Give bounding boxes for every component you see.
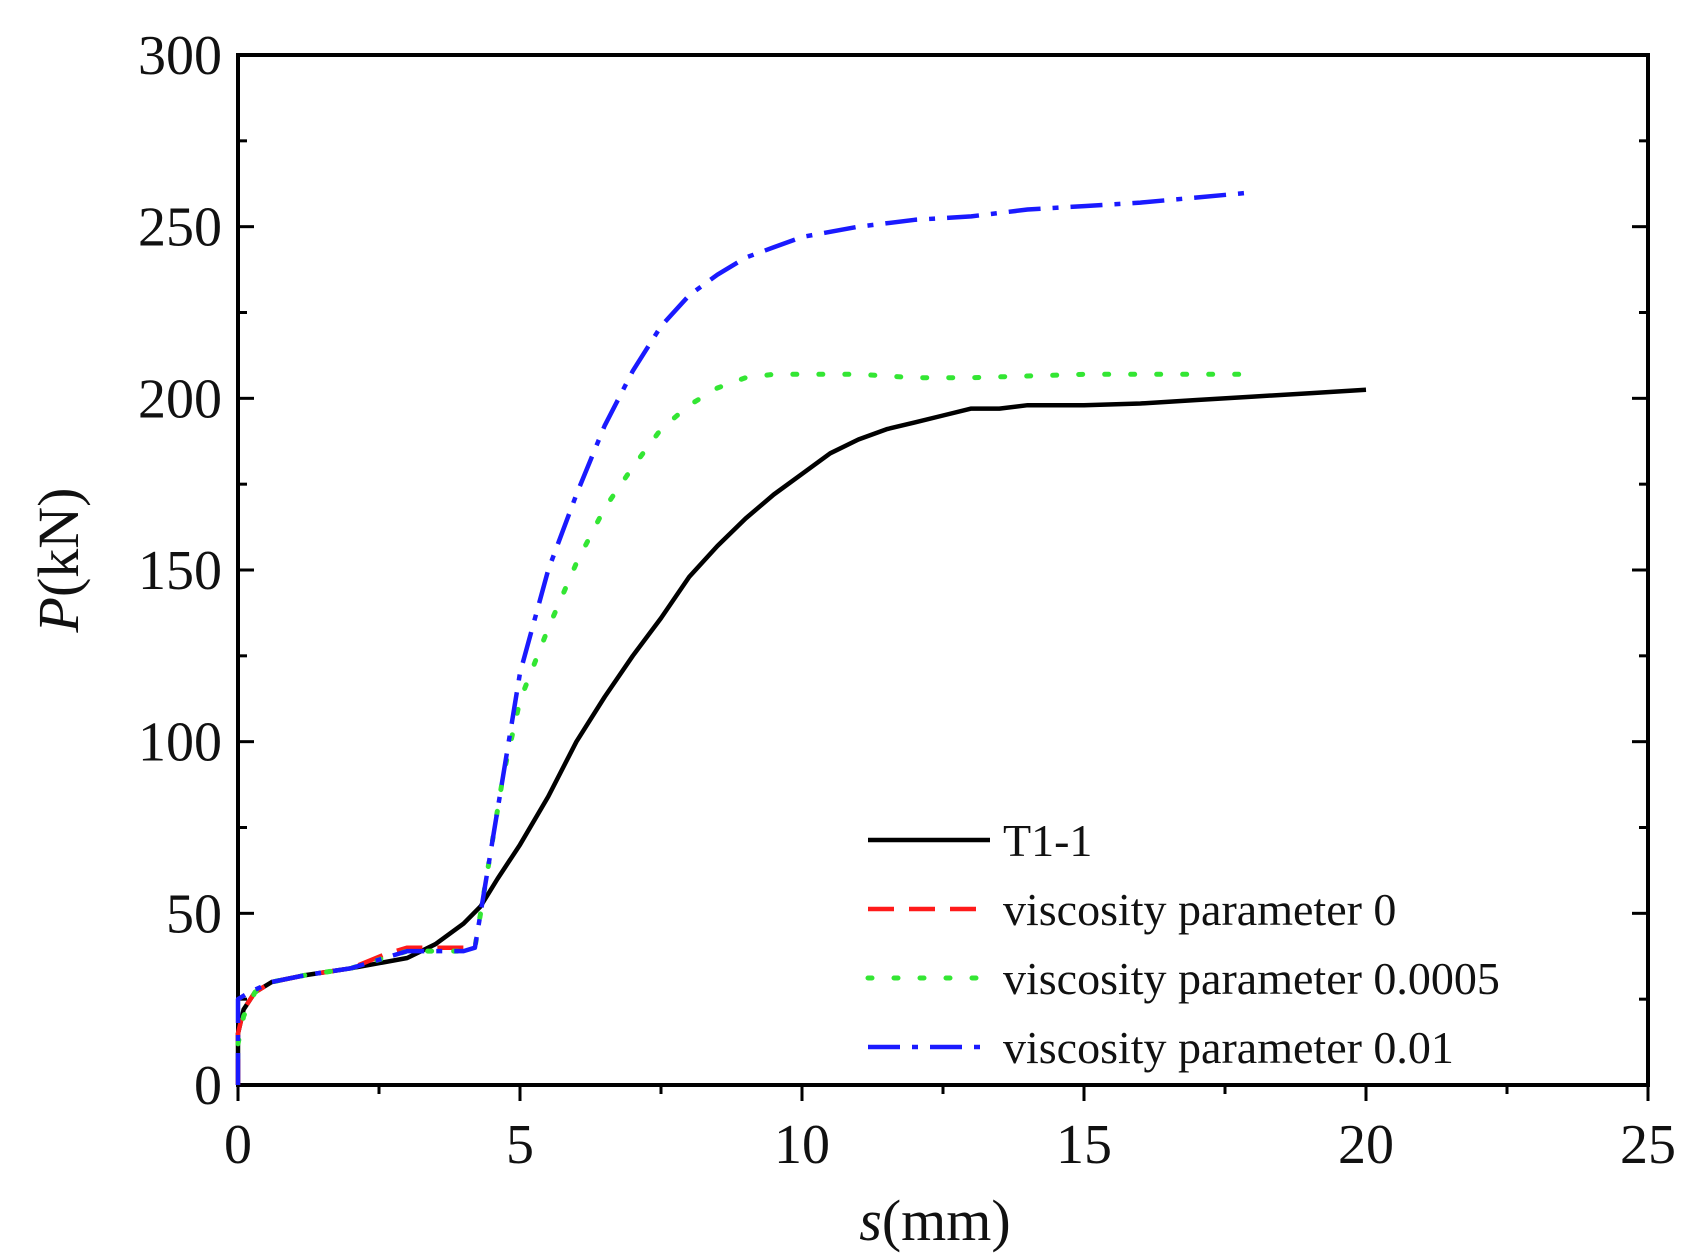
- y-axis-unit: (kN): [26, 488, 91, 598]
- legend-label-1: viscosity parameter 0: [1003, 884, 1396, 935]
- series-line-2: [235, 371, 1256, 1047]
- y-tick-label: 150: [138, 540, 222, 602]
- y-tick-label: 300: [138, 25, 222, 87]
- legend-label-3: viscosity parameter 0.01: [1003, 1022, 1454, 1073]
- legend-label-2: viscosity parameter 0.0005: [1003, 953, 1500, 1004]
- x-tick-label: 25: [1620, 1114, 1676, 1176]
- legend-label-0: T1-1: [1003, 815, 1092, 866]
- legend: T1-1 viscosity parameter 0 viscosity param…: [865, 815, 1500, 1073]
- y-axis: 0 50 100 150 200 250 300: [138, 25, 1648, 1117]
- y-tick-label: 200: [138, 368, 222, 430]
- y-axis-title: P(kN): [26, 488, 91, 634]
- x-tick-label: 20: [1338, 1114, 1394, 1176]
- x-axis-unit: (mm): [882, 1188, 1011, 1253]
- y-tick-label: 100: [138, 712, 222, 774]
- x-axis-title: s(mm): [859, 1188, 1010, 1253]
- x-tick-label: 0: [224, 1114, 252, 1176]
- plot-area: [236, 53, 1650, 1087]
- series-layer: [235, 190, 1367, 1085]
- x-axis: 0 5 10 15 20 25: [224, 1085, 1676, 1176]
- x-axis-var: s: [859, 1188, 882, 1253]
- y-tick-label: 250: [138, 197, 222, 259]
- plot-frame: [236, 53, 1650, 1087]
- y-tick-label: 50: [166, 883, 222, 945]
- y-axis-var: P: [26, 597, 91, 633]
- x-tick-label: 10: [774, 1114, 830, 1176]
- series-line-3: [235, 190, 1254, 1085]
- x-tick-label: 5: [506, 1114, 534, 1176]
- y-tick-label: 0: [194, 1055, 222, 1117]
- x-tick-label: 15: [1056, 1114, 1112, 1176]
